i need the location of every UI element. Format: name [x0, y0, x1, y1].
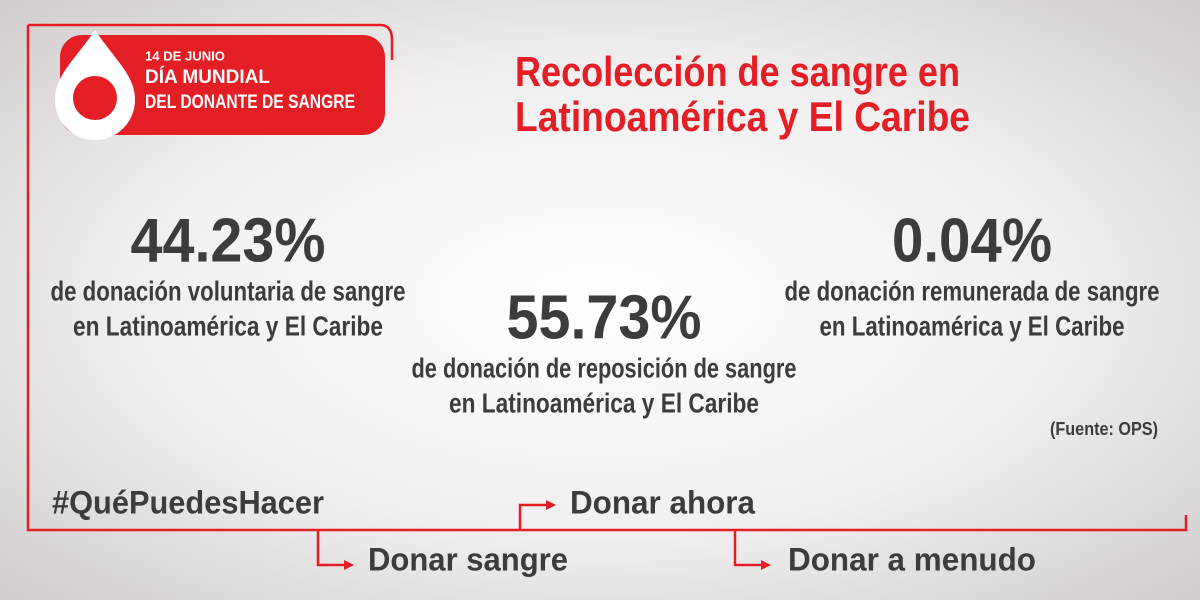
arrowheads: [344, 500, 771, 570]
logo-emblem: [73, 76, 117, 120]
stat-value: 0.04%: [892, 206, 1052, 275]
connector: [733, 530, 763, 567]
frame: [26, 23, 1188, 567]
stat-description: de donación de reposición de sangre: [412, 352, 797, 383]
title-line: Recolección de sangre en: [515, 48, 960, 95]
arrowhead: [546, 500, 556, 510]
badge: [60, 35, 385, 135]
action: Donar ahora: [570, 484, 755, 520]
frame-top: [28, 23, 394, 60]
badge-line: DÍA MUNDIAL: [145, 66, 270, 88]
hashtag: #QuéPuedesHacer: [52, 484, 324, 520]
stat-value: 55.73%: [507, 283, 702, 352]
arrowhead: [344, 560, 354, 570]
badge-line: DEL DONANTE DE SANGRE: [145, 92, 355, 113]
stat-description: en Latinoamérica y El Caribe: [820, 310, 1125, 341]
badge-date: 14 DE JUNIO: [145, 48, 225, 63]
action: Donar sangre: [368, 541, 568, 577]
title-line: Latinoamérica y El Caribe: [515, 93, 970, 140]
connector: [518, 503, 548, 530]
connector: [316, 530, 346, 567]
stat-value: 44.23%: [131, 206, 326, 275]
action: Donar a menudo: [788, 541, 1036, 577]
stat-description: de donación voluntaria de sangre: [51, 275, 406, 306]
source: (Fuente: OPS): [1050, 419, 1158, 439]
arrowhead: [761, 560, 771, 570]
stat-description: en Latinoamérica y El Caribe: [449, 387, 759, 418]
stat-description: en Latinoamérica y El Caribe: [73, 310, 383, 341]
frame-line: [26, 25, 1188, 532]
stat-description: de donación remunerada de sangre: [785, 275, 1160, 306]
